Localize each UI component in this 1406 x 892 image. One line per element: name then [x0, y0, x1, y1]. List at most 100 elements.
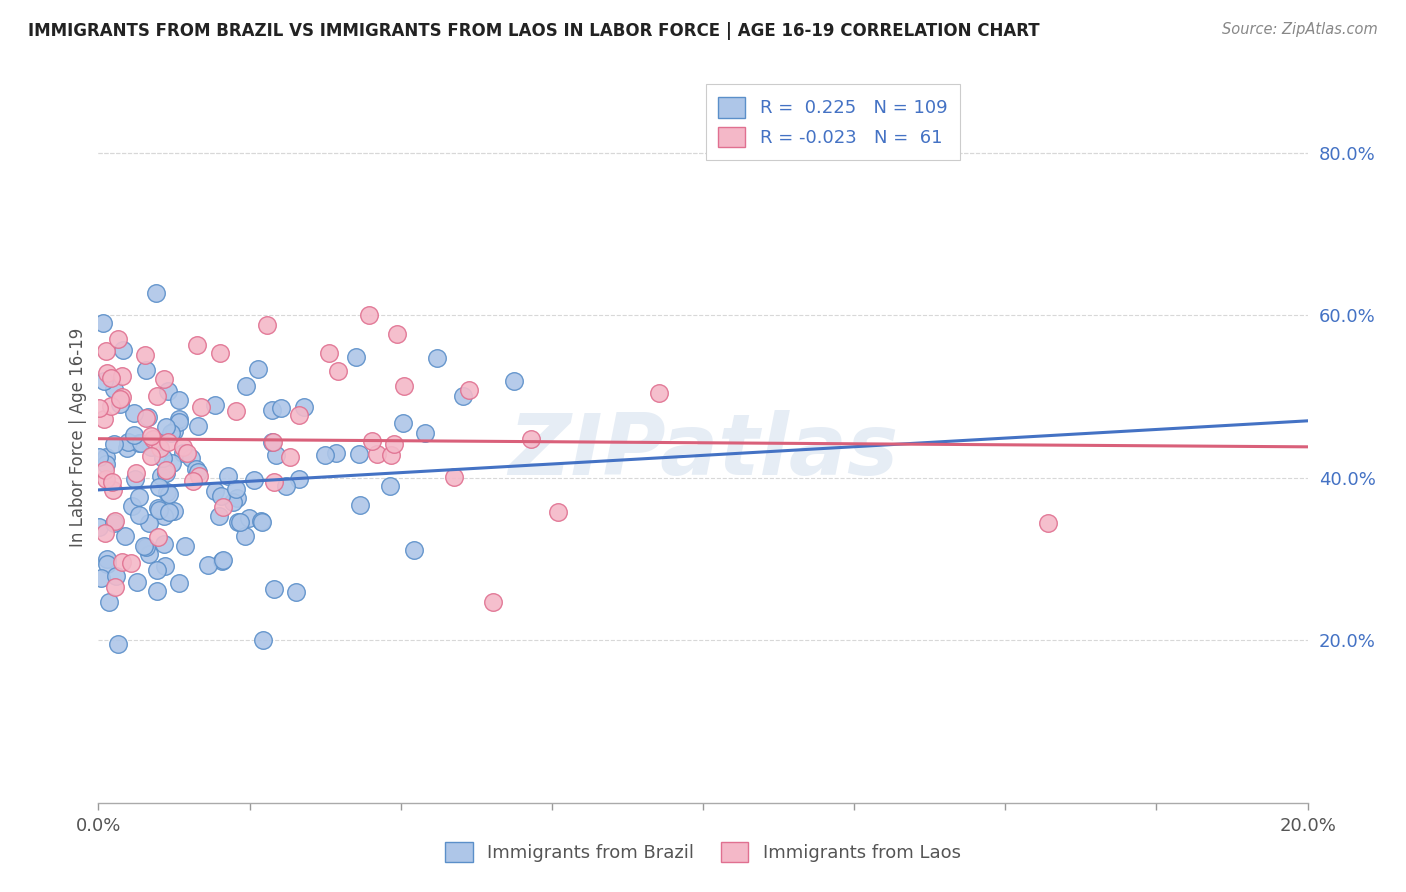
Point [163, 424, 186, 438]
Point [186, 337, 208, 351]
Point [134, 540, 156, 554]
Point [160, 456, 183, 470]
Text: ZIPatlas: ZIPatlas [508, 410, 898, 493]
Point [97, 595, 120, 609]
Point [138, 516, 160, 530]
Point [153, 537, 176, 551]
Point [122, 428, 145, 442]
Point [176, 446, 198, 460]
Point [155, 463, 177, 477]
Point [252, 632, 274, 647]
Legend: R =  0.225   N = 109, R = -0.023   N =  61: R = 0.225 N = 109, R = -0.023 N = 61 [706, 84, 960, 160]
Point [94, 344, 117, 359]
Point [292, 400, 315, 414]
Point [93, 375, 115, 389]
Point [108, 392, 131, 406]
Point [124, 472, 146, 486]
Point [225, 491, 247, 505]
Point [94, 450, 117, 464]
Point [141, 429, 163, 443]
Point [285, 585, 308, 599]
Point [226, 515, 249, 529]
Point [235, 379, 257, 393]
Point [128, 508, 150, 522]
Point [155, 559, 177, 574]
Y-axis label: In Labor Force | Age 16-19: In Labor Force | Age 16-19 [69, 327, 87, 547]
Point [103, 382, 125, 396]
Point [344, 350, 367, 364]
Point [146, 500, 169, 515]
Point [146, 530, 169, 544]
Point [121, 499, 143, 513]
Point [110, 390, 132, 404]
Point [90, 571, 112, 585]
Point [243, 473, 266, 487]
Point [229, 515, 252, 529]
Point [392, 379, 415, 393]
Point [104, 514, 127, 528]
Point [155, 466, 177, 480]
Point [366, 446, 388, 460]
Point [111, 368, 134, 383]
Point [96, 552, 118, 566]
Point [107, 637, 129, 651]
Point [152, 451, 174, 466]
Point [212, 500, 235, 514]
Point [101, 475, 124, 489]
Point [274, 478, 297, 492]
Point [103, 437, 125, 451]
Point [172, 440, 194, 454]
Point [114, 529, 136, 543]
Point [145, 285, 167, 300]
Point [314, 448, 336, 462]
Point [139, 440, 162, 454]
Point [212, 553, 235, 567]
Point [150, 468, 173, 483]
Point [349, 447, 371, 461]
Point [186, 462, 208, 476]
Point [357, 308, 380, 322]
Point [349, 498, 371, 512]
Point [190, 400, 212, 414]
Point [181, 475, 204, 489]
Point [103, 516, 125, 530]
Point [128, 435, 150, 450]
Point [380, 448, 402, 462]
Point [325, 446, 347, 460]
Point [208, 508, 231, 523]
Point [260, 403, 283, 417]
Point [211, 554, 233, 568]
Point [141, 450, 163, 464]
Point [96, 558, 118, 572]
Point [443, 470, 465, 484]
Point [252, 515, 274, 529]
Point [167, 412, 190, 426]
Point [87, 520, 110, 534]
Point [451, 389, 474, 403]
Point [89, 401, 111, 415]
Point [107, 333, 129, 347]
Point [134, 347, 156, 361]
Text: Source: ZipAtlas.com: Source: ZipAtlas.com [1222, 22, 1378, 37]
Point [135, 540, 157, 554]
Text: IMMIGRANTS FROM BRAZIL VS IMMIGRANTS FROM LAOS IN LABOR FORCE | AGE 16-19 CORREL: IMMIGRANTS FROM BRAZIL VS IMMIGRANTS FRO… [28, 22, 1040, 40]
Point [103, 483, 125, 498]
Point [392, 416, 415, 430]
Point [263, 475, 285, 489]
Point [104, 569, 127, 583]
Point [222, 495, 245, 509]
Point [263, 582, 285, 596]
Point [426, 351, 449, 366]
Point [104, 580, 127, 594]
Point [157, 487, 180, 501]
Point [256, 318, 278, 333]
Point [217, 469, 239, 483]
Point [187, 418, 209, 433]
Point [382, 437, 405, 451]
Point [264, 448, 287, 462]
Point [91, 317, 114, 331]
Point [120, 556, 142, 570]
Point [94, 473, 117, 487]
Point [648, 386, 671, 401]
Point [148, 503, 170, 517]
